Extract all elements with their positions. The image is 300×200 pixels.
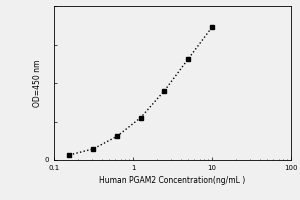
Y-axis label: OD=450 nm: OD=450 nm xyxy=(33,59,42,107)
X-axis label: Human PGAM2 Concentration(ng/mL ): Human PGAM2 Concentration(ng/mL ) xyxy=(99,176,246,185)
